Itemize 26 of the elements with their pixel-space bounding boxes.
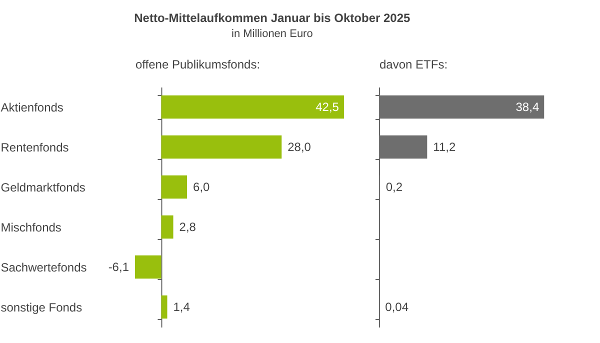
y-tick-label: Aktienfonds <box>0 100 64 114</box>
data-label: 1,4 <box>173 300 190 314</box>
data-label: 0,2 <box>386 180 403 194</box>
chart-title: Netto-Mittelaufkommen Januar bis Oktober 2025 <box>134 11 411 25</box>
data-label: 6,0 <box>193 180 210 194</box>
data-label: 0,04 <box>385 300 409 314</box>
bar <box>161 135 282 159</box>
bar <box>161 295 168 319</box>
x-axis-title: davon ETFs: <box>380 58 448 72</box>
y-tick-label: sonstige Fonds <box>0 300 82 314</box>
data-label: 28,0 <box>288 140 312 154</box>
data-label: -6,1 <box>108 260 130 274</box>
bar <box>135 255 162 279</box>
y-tick-label: Mischfonds <box>0 220 62 234</box>
chart-subtitle: in Millionen Euro <box>232 28 313 40</box>
y-tick-label: Rentenfonds <box>0 140 69 154</box>
bar <box>161 215 174 239</box>
bar <box>161 95 344 119</box>
y-tick-label: Sachwertefonds <box>0 260 87 274</box>
y-tick-label: Geldmarktfonds <box>0 180 86 194</box>
data-label: 11,2 <box>433 140 456 154</box>
data-label: 42,5 <box>316 100 340 114</box>
x-axis-title: offene Publikumsfonds: <box>136 58 260 72</box>
data-label: 38,4 <box>516 100 540 114</box>
data-label: 2,8 <box>179 220 196 234</box>
bar <box>161 175 188 199</box>
